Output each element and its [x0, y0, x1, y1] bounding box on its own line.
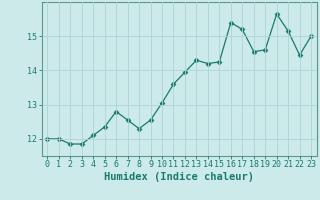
- X-axis label: Humidex (Indice chaleur): Humidex (Indice chaleur): [104, 172, 254, 182]
